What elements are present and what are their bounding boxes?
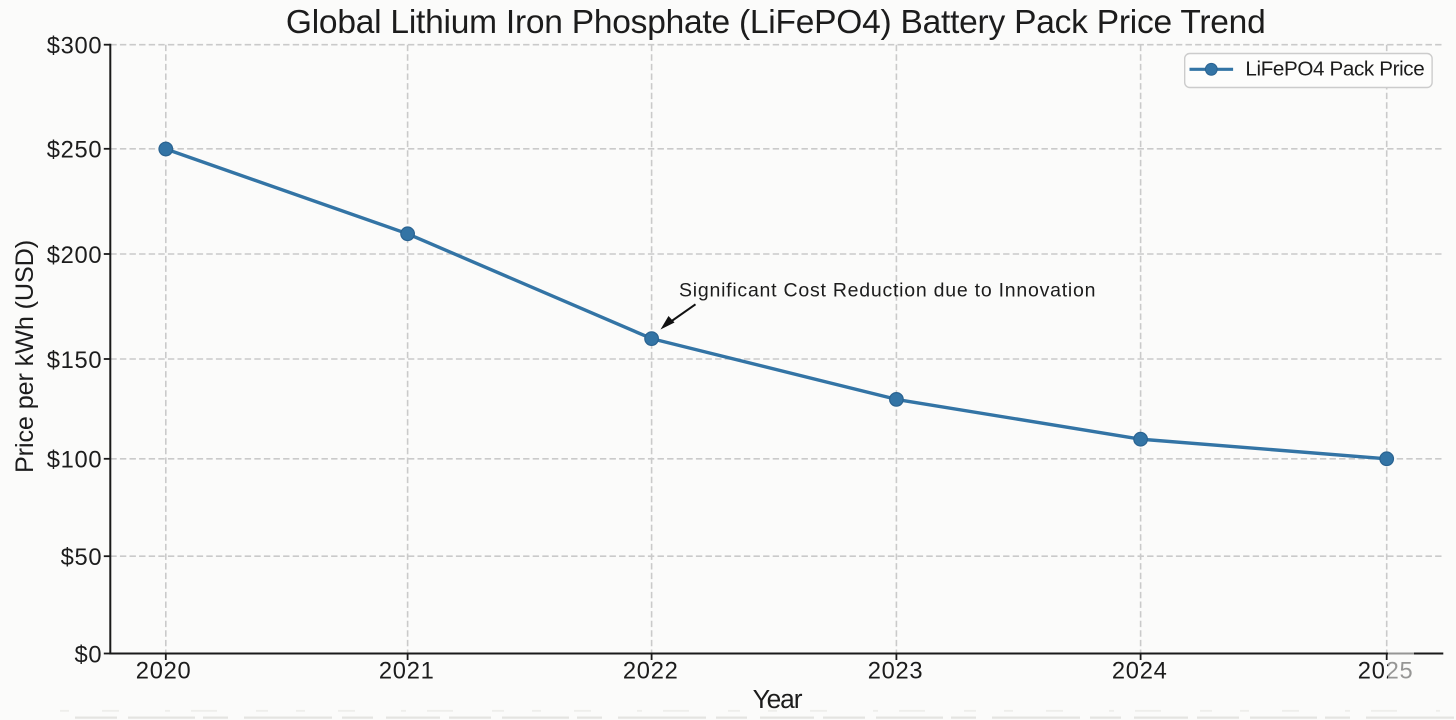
svg-text:Significant Cost Reduction due: Significant Cost Reduction due to Innova… xyxy=(679,280,1096,302)
svg-text:$250: $250 xyxy=(47,138,103,164)
svg-text:2022: 2022 xyxy=(623,659,679,685)
svg-text:$100: $100 xyxy=(47,448,103,474)
svg-text:2021: 2021 xyxy=(379,659,435,685)
svg-text:Global Lithium Iron Phosphate: Global Lithium Iron Phosphate (LiFePO4) … xyxy=(286,4,1266,41)
svg-text:$200: $200 xyxy=(47,243,103,269)
svg-text:Year: Year xyxy=(753,684,803,714)
svg-text:$0: $0 xyxy=(75,642,103,668)
svg-text:$300: $300 xyxy=(47,34,103,60)
svg-text:$50: $50 xyxy=(61,545,103,571)
svg-text:2023: 2023 xyxy=(868,659,924,685)
svg-text:$150: $150 xyxy=(47,348,103,374)
svg-text:2020: 2020 xyxy=(136,659,192,685)
svg-text:2024: 2024 xyxy=(1112,659,1168,685)
svg-text:LiFePO4 Pack Price: LiFePO4 Pack Price xyxy=(1245,57,1424,80)
svg-text:Price per kWh (USD): Price per kWh (USD) xyxy=(11,240,39,473)
